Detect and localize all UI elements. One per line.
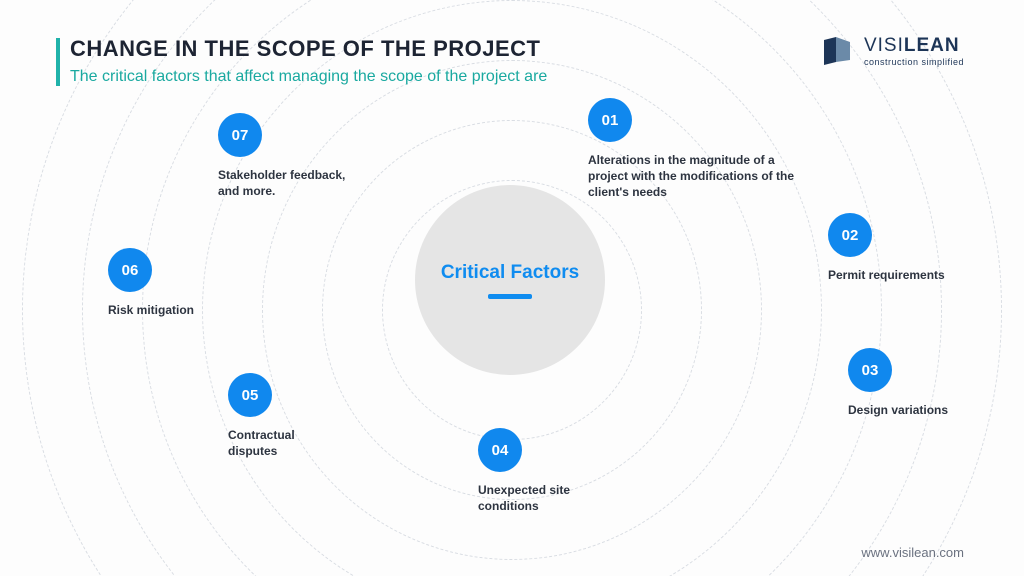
- header-accent-bar: [56, 38, 60, 86]
- factor-04: 04 Unexpected site conditions: [478, 428, 598, 514]
- factor-06: 06 Risk mitigation: [108, 248, 228, 318]
- center-hub: Critical Factors: [415, 185, 605, 375]
- factor-02: 02 Permit requirements: [828, 213, 978, 283]
- factor-03: 03 Design variations: [848, 348, 988, 418]
- factor-label: Risk mitigation: [108, 302, 228, 318]
- factor-badge: 03: [848, 348, 892, 392]
- factor-badge: 04: [478, 428, 522, 472]
- logo-name-bold: LEAN: [904, 35, 960, 56]
- factor-label: Stakeholder feedback, and more.: [218, 167, 358, 199]
- footer-url: www.visilean.com: [861, 545, 964, 560]
- logo-icon: [820, 34, 854, 68]
- logo-tagline: construction simplified: [864, 58, 964, 67]
- factor-label: Unexpected site conditions: [478, 482, 598, 514]
- center-underline: [488, 294, 532, 299]
- factor-badge: 06: [108, 248, 152, 292]
- page-title: CHANGE IN THE SCOPE OF THE PROJECT: [70, 36, 547, 62]
- factor-badge: 02: [828, 213, 872, 257]
- factor-badge: 07: [218, 113, 262, 157]
- brand-logo: VISILEAN construction simplified: [820, 34, 964, 68]
- factor-label: Permit requirements: [828, 267, 978, 283]
- factor-05: 05 Contractual disputes: [228, 373, 328, 459]
- center-label: Critical Factors: [441, 262, 579, 284]
- page-subtitle: The critical factors that affect managin…: [70, 68, 547, 86]
- header: CHANGE IN THE SCOPE OF THE PROJECT The c…: [70, 36, 547, 86]
- infographic-page: CHANGE IN THE SCOPE OF THE PROJECT The c…: [0, 0, 1024, 576]
- factor-label: Design variations: [848, 402, 988, 418]
- factor-01: 01 Alterations in the magnitude of a proj…: [588, 98, 798, 201]
- factor-label: Alterations in the magnitude of a projec…: [588, 152, 798, 201]
- factor-badge: 05: [228, 373, 272, 417]
- factor-label: Contractual disputes: [228, 427, 328, 459]
- logo-name-light: VISI: [864, 35, 904, 56]
- factor-badge: 01: [588, 98, 632, 142]
- logo-text: VISILEAN construction simplified: [864, 36, 964, 67]
- logo-name: VISILEAN: [864, 36, 964, 55]
- factor-07: 07 Stakeholder feedback, and more.: [218, 113, 358, 199]
